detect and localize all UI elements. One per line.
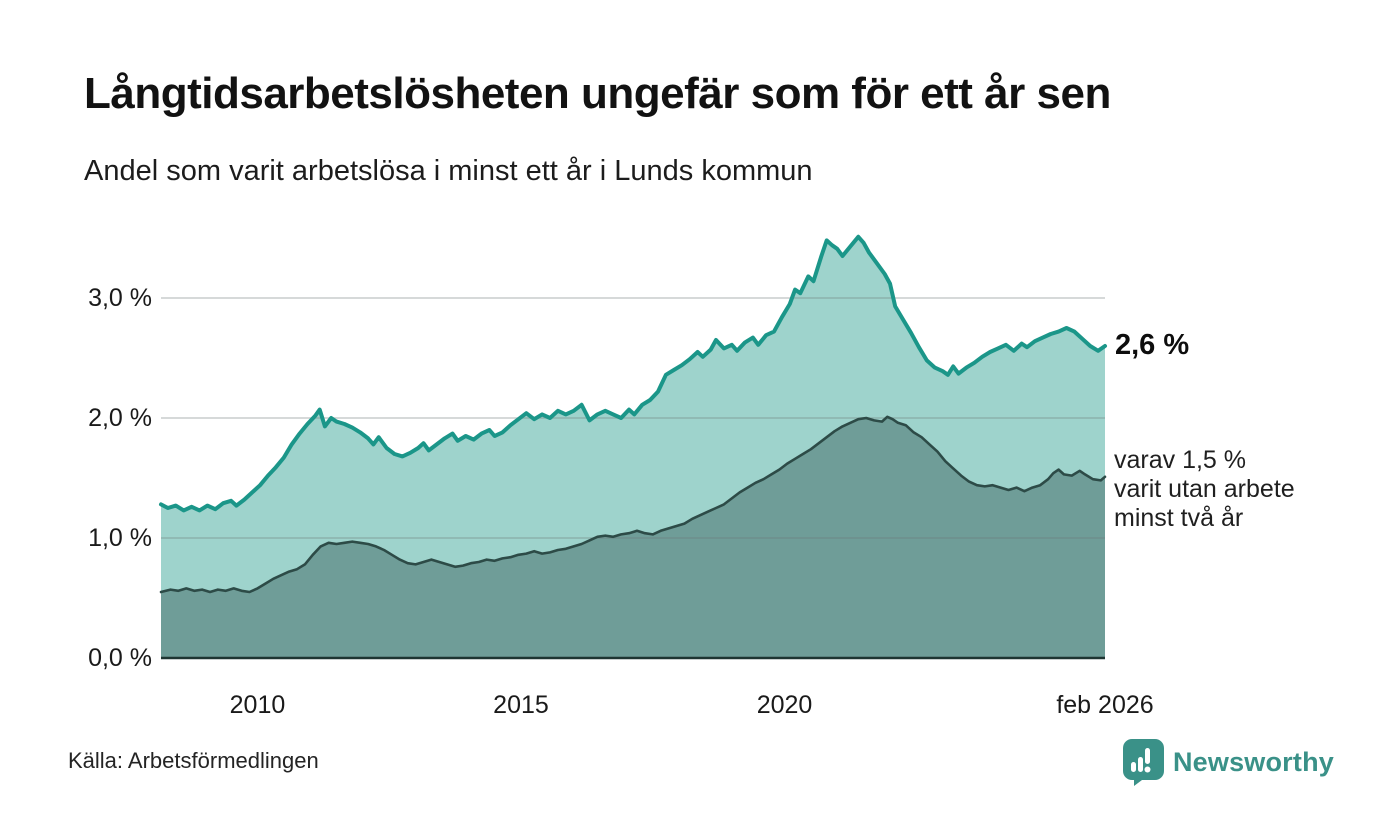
- y-axis-tick-label: 3,0 %: [88, 284, 152, 312]
- x-axis-tick-label: 2015: [493, 691, 549, 719]
- newsworthy-bar-chart-bubble-icon: [1122, 738, 1164, 786]
- annotation-line: minst två år: [1114, 504, 1244, 532]
- page-title: Långtidsarbetslösheten ungefär som för e…: [84, 69, 1111, 118]
- x-axis-tick-label: 2020: [756, 691, 813, 719]
- newsworthy-logo-text: Newsworthy: [1172, 746, 1334, 777]
- newsworthy-logo: Newsworthy: [1122, 738, 1334, 786]
- y-axis-tick-label: 2,0 %: [88, 404, 152, 432]
- page-subtitle: Andel som varit arbetslösa i minst ett å…: [84, 155, 813, 187]
- annotation-line: varav 1,5 %: [1114, 446, 1247, 474]
- y-axis-tick-label: 1,0 %: [88, 524, 152, 552]
- source-note: Källa: Arbetsförmedlingen: [68, 748, 319, 773]
- x-axis-tick-label: 2010: [229, 691, 286, 719]
- series2-annotation: varav 1,5 % varit utan arbete minst två …: [1114, 446, 1295, 533]
- series1-end-value-label: 2,6 %: [1115, 329, 1190, 361]
- x-axis-tick-label: feb 2026: [1056, 691, 1154, 719]
- annotation-line: varit utan arbete: [1114, 475, 1295, 503]
- y-axis-tick-label: 0,0 %: [88, 644, 152, 672]
